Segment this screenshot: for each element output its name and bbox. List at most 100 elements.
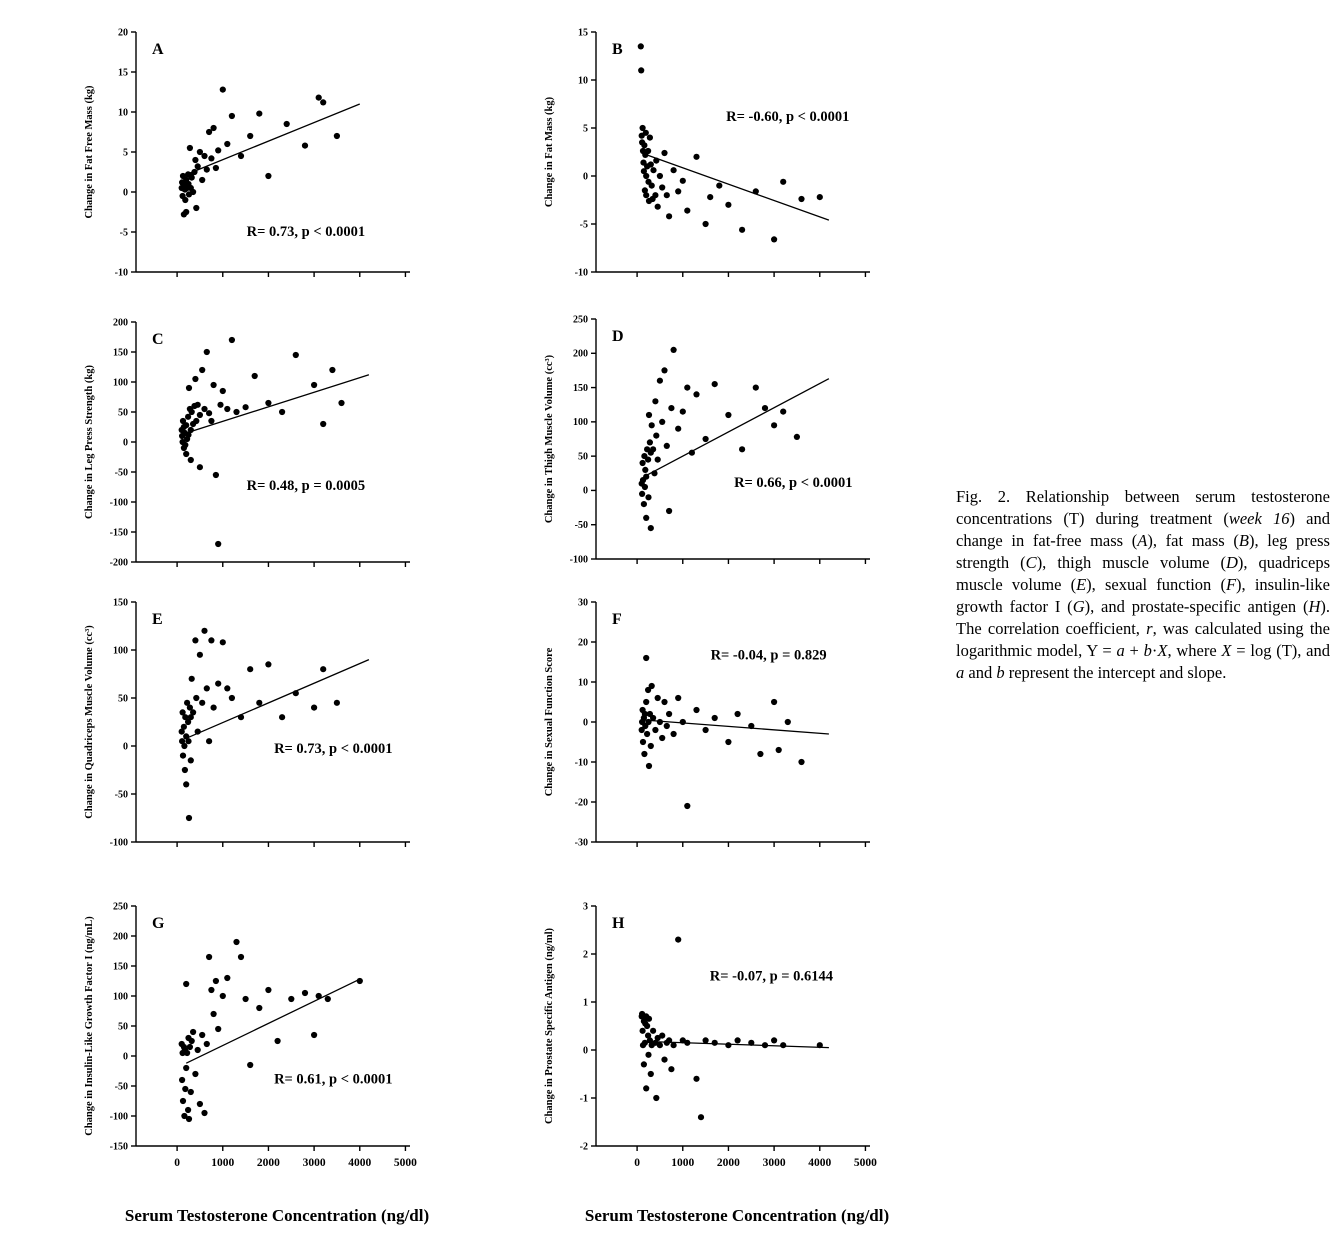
svg-text:0: 0 xyxy=(583,171,588,182)
svg-text:Change in Quadriceps Muscle Vo: Change in Quadriceps Muscle Volume (cc³) xyxy=(84,625,95,819)
panel-g-igf-1: 250 200 150 100 50 0 -50 -100 -150 0 1000 2000 3000 4… xyxy=(78,892,418,1192)
svg-text:-2: -2 xyxy=(580,1141,588,1152)
panel-b-fat-mass: 15 10 5 0 -5 -10 B R= -0.60, p < 0.0001 Change i… xyxy=(538,18,878,290)
svg-text:Change in Leg Press Strength (: Change in Leg Press Strength (kg) xyxy=(84,365,95,519)
svg-text:-30: -30 xyxy=(575,837,588,848)
svg-text:-1: -1 xyxy=(580,1093,588,1104)
svg-text:1: 1 xyxy=(583,997,588,1008)
panel-c-leg-press-strength: 200 150 100 50 0 -50 -100 -150 -200 C R= 0.48, p =… xyxy=(78,308,418,580)
svg-text:-50: -50 xyxy=(115,467,128,478)
svg-text:0: 0 xyxy=(583,717,588,728)
svg-text:50: 50 xyxy=(578,451,588,462)
panel-d-thigh-muscle-volume: 250 200 150 100 50 0 -50 -100 D R= 0.66, p < 0.00… xyxy=(538,305,878,577)
svg-text:0: 0 xyxy=(583,1045,588,1056)
svg-text:0: 0 xyxy=(123,187,128,198)
svg-text:-5: -5 xyxy=(580,219,588,230)
svg-text:5000: 5000 xyxy=(854,1157,877,1169)
svg-text:2000: 2000 xyxy=(257,1157,280,1169)
svg-text:5000: 5000 xyxy=(394,1157,417,1169)
svg-text:Change in Fat Mass (kg): Change in Fat Mass (kg) xyxy=(544,96,555,207)
svg-text:Change in Prostate Specific An: Change in Prostate Specific Antigen (ng/… xyxy=(544,927,555,1124)
panel-c-chart: 200 150 100 50 0 -50 -100 -150 -200 C R= 0.48, p =… xyxy=(84,317,410,568)
svg-text:20: 20 xyxy=(578,637,588,648)
svg-text:10: 10 xyxy=(118,107,128,118)
svg-text:H: H xyxy=(612,915,625,932)
svg-text:-10: -10 xyxy=(575,267,588,278)
svg-text:-100: -100 xyxy=(110,1111,128,1122)
svg-text:R= 0.73, p < 0.0001: R= 0.73, p < 0.0001 xyxy=(247,224,365,240)
svg-text:2000: 2000 xyxy=(717,1157,740,1169)
svg-text:B: B xyxy=(612,41,623,58)
svg-text:3000: 3000 xyxy=(303,1157,326,1169)
svg-text:-10: -10 xyxy=(575,757,588,768)
svg-text:50: 50 xyxy=(118,1021,128,1032)
svg-text:R= 0.61, p < 0.0001: R= 0.61, p < 0.0001 xyxy=(274,1072,392,1088)
panel-h-chart: 3 2 1 0 -1 -2 0 1000 2000 3000 4000 5000 H R= -0.07, … xyxy=(544,901,877,1169)
svg-text:15: 15 xyxy=(118,67,128,78)
svg-text:E: E xyxy=(152,611,163,628)
panel-f-sexual-function-score: 30 20 10 0 -10 -20 -30 F R= -0.04, p = 0.829 Chan… xyxy=(538,588,878,860)
svg-text:-50: -50 xyxy=(575,520,588,531)
svg-text:5: 5 xyxy=(123,147,128,158)
svg-text:10: 10 xyxy=(578,677,588,688)
svg-text:-50: -50 xyxy=(115,789,128,800)
panel-d-chart: 250 200 150 100 50 0 -50 -100 D R= 0.66, p < 0.00… xyxy=(544,314,870,565)
svg-text:-100: -100 xyxy=(570,554,588,565)
svg-text:50: 50 xyxy=(118,407,128,418)
svg-text:150: 150 xyxy=(113,961,128,972)
svg-text:R= -0.07, p = 0.6144: R= -0.07, p = 0.6144 xyxy=(710,968,833,984)
panel-e-quadriceps-muscle-volume: 150 100 50 0 -50 -100 E R= 0.73, p < 0.0001 Chan… xyxy=(78,588,418,860)
x-axis-title-right: Serum Testosterone Concentration (ng/dl) xyxy=(584,1206,890,1225)
svg-text:-10: -10 xyxy=(115,267,128,278)
svg-text:50: 50 xyxy=(118,693,128,704)
svg-text:250: 250 xyxy=(573,314,588,325)
svg-text:R= 0.73, p < 0.0001: R= 0.73, p < 0.0001 xyxy=(274,741,392,757)
svg-text:250: 250 xyxy=(113,901,128,912)
svg-text:0: 0 xyxy=(583,486,588,497)
svg-text:Change in Insulin-Like Growth: Change in Insulin-Like Growth Factor I (… xyxy=(84,916,95,1136)
svg-text:5: 5 xyxy=(583,123,588,134)
svg-text:1000: 1000 xyxy=(211,1157,234,1169)
svg-text:0: 0 xyxy=(634,1157,640,1169)
svg-text:-50: -50 xyxy=(115,1081,128,1092)
svg-text:0: 0 xyxy=(123,437,128,448)
svg-text:3: 3 xyxy=(583,901,588,912)
svg-text:Change in Sexual Function Scor: Change in Sexual Function Score xyxy=(544,647,555,796)
svg-text:4000: 4000 xyxy=(348,1157,371,1169)
svg-text:A: A xyxy=(152,41,164,58)
svg-text:100: 100 xyxy=(113,377,128,388)
svg-text:0: 0 xyxy=(174,1157,180,1169)
svg-text:-20: -20 xyxy=(575,797,588,808)
svg-text:0: 0 xyxy=(123,1051,128,1062)
svg-text:150: 150 xyxy=(113,347,128,358)
svg-text:10: 10 xyxy=(578,75,588,86)
svg-text:R= -0.60, p < 0.0001: R= -0.60, p < 0.0001 xyxy=(726,109,849,125)
svg-text:-150: -150 xyxy=(110,527,128,538)
svg-text:D: D xyxy=(612,328,624,345)
svg-text:200: 200 xyxy=(573,349,588,360)
svg-text:100: 100 xyxy=(573,417,588,428)
svg-text:1000: 1000 xyxy=(671,1157,694,1169)
svg-text:-100: -100 xyxy=(110,497,128,508)
svg-text:20: 20 xyxy=(118,27,128,38)
svg-text:150: 150 xyxy=(573,383,588,394)
svg-text:-5: -5 xyxy=(120,227,128,238)
svg-text:C: C xyxy=(152,331,164,348)
panel-f-chart: 30 20 10 0 -10 -20 -30 F R= -0.04, p = 0.829 Chan… xyxy=(544,597,870,848)
svg-text:30: 30 xyxy=(578,597,588,608)
svg-text:3000: 3000 xyxy=(763,1157,786,1169)
svg-text:4000: 4000 xyxy=(808,1157,831,1169)
svg-text:G: G xyxy=(152,915,165,932)
svg-text:200: 200 xyxy=(113,317,128,328)
figure-caption: Fig. 2. Relationship between serum testo… xyxy=(956,487,1331,682)
svg-text:Change in Thigh Muscle Volume: Change in Thigh Muscle Volume (cc³) xyxy=(544,354,555,523)
svg-text:15: 15 xyxy=(578,27,588,38)
panel-e-chart: 150 100 50 0 -50 -100 E R= 0.73, p < 0.0001 Chan… xyxy=(84,597,410,848)
svg-text:-100: -100 xyxy=(110,837,128,848)
svg-text:F: F xyxy=(612,611,622,628)
panel-h-psa: 3 2 1 0 -1 -2 0 1000 2000 3000 4000 5000 H R= -0.07, … xyxy=(538,892,878,1192)
x-axis-title-left: Serum Testosterone Concentration (ng/dl) xyxy=(124,1206,430,1225)
svg-text:150: 150 xyxy=(113,597,128,608)
svg-text:100: 100 xyxy=(113,645,128,656)
